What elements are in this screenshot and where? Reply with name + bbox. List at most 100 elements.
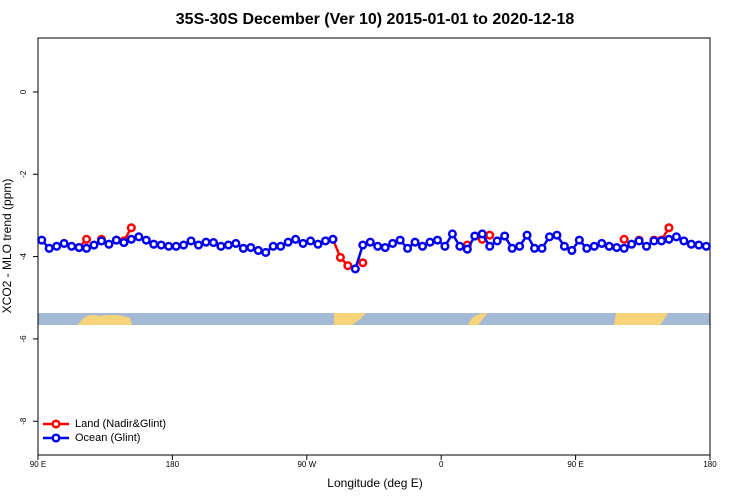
data-point [328,234,338,244]
data-point [171,241,181,251]
data-point [589,241,599,251]
x-tick-label: 90 W [297,460,316,469]
data-point [216,241,226,251]
data-point [291,234,301,244]
data-point [268,241,278,251]
data-point [96,236,107,246]
data-point [52,241,62,251]
data-point [403,243,413,253]
data-point [671,232,681,242]
data-point [305,236,316,246]
data-point [350,264,360,274]
data-point [440,241,450,251]
data-point [634,236,644,246]
x-tick-label: 180 [166,460,180,469]
data-point [537,243,547,253]
data-point [186,236,196,246]
data-point [507,243,517,253]
data-point [246,242,256,253]
data-point [612,242,622,253]
data-point [492,236,502,246]
data-point [559,241,569,251]
data-point [44,243,54,253]
data-point [552,230,562,240]
y-axis-label: XCO2 - MLO trend (ppm) [0,179,14,314]
data-point [582,243,592,253]
data-point [81,243,92,253]
data-point [238,243,248,253]
data-point [313,239,323,249]
data-point [388,238,398,248]
data-point [223,240,233,250]
data-point [686,239,696,249]
data-point [320,236,331,246]
data-point [664,234,674,244]
data-point [283,237,293,247]
x-tick-label: 90 E [567,460,583,469]
data-point [59,238,69,248]
data-point [119,238,129,248]
data-point [343,261,353,271]
y-tick-label: -2 [19,170,28,178]
x-tick-label: 180 [703,460,717,469]
y-tick-label: -4 [19,252,28,260]
x-tick-label: 90 E [30,460,46,469]
data-point [193,240,204,250]
data-point [604,241,614,251]
data-point [37,235,47,245]
data-point [500,231,510,241]
data-point [358,258,368,268]
data-point [134,232,144,242]
data-point [477,229,487,239]
y-tick-label: 0 [19,89,28,94]
x-axis-label: Longitude (deg E) [327,476,422,490]
data-point [164,241,174,251]
data-point [649,236,659,246]
data-point [574,235,584,245]
data-point [455,241,465,251]
data-point [641,241,652,251]
data-point [74,242,84,253]
data-point [89,240,99,250]
data-point [417,241,428,251]
data-point [373,241,383,251]
data-point [679,236,689,246]
data-point [81,234,92,244]
data-point [462,244,472,254]
data-point [149,239,159,249]
chart-title: 35S-30S December (Ver 10) 2015-01-01 to … [176,11,575,28]
data-point [335,252,345,262]
data-point [485,241,495,251]
data-point [470,231,480,241]
legend-marker [51,433,61,443]
legend-label: Ocean (Glint) [75,432,140,444]
data-point [522,230,532,240]
data-point [111,235,121,245]
surface-strip [38,313,710,325]
data-point [410,237,420,247]
data-point [365,237,375,247]
data-point [664,223,674,233]
data-point [694,240,704,250]
data-point [425,237,435,247]
data-point [485,230,495,240]
legend-label: Land (Nadir&Glint) [75,418,166,430]
data-point [619,234,629,244]
data-point [126,223,136,233]
data-point [179,240,189,250]
data-point [619,243,629,253]
data-point [380,242,390,253]
data-point [208,238,219,248]
data-point [104,239,114,249]
data-point [298,238,308,248]
x-tick-label: 0 [439,460,444,469]
data-point [432,235,443,245]
data-point [701,241,711,251]
data-point [231,238,241,248]
y-tick-label: -8 [19,417,28,425]
data-point [358,240,368,250]
data-point [529,243,540,253]
data-point [156,240,166,250]
data-point [126,234,136,244]
